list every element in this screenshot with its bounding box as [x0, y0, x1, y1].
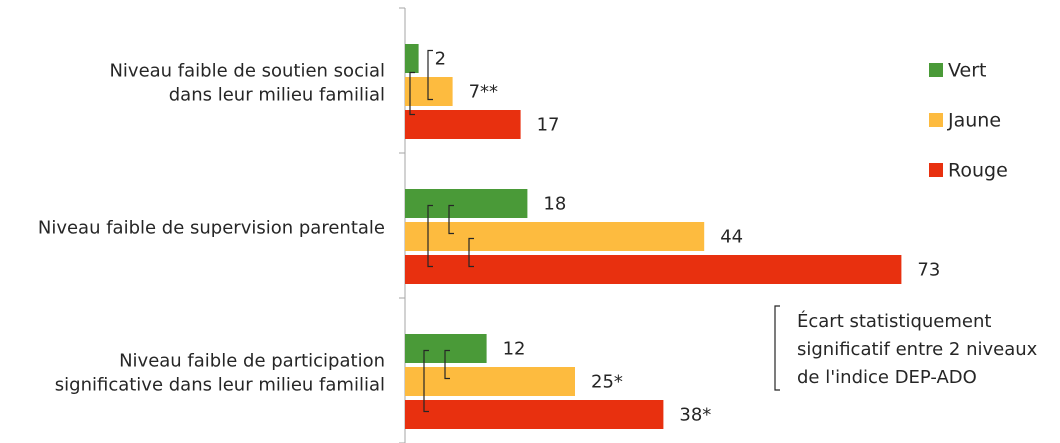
bar-vert — [405, 189, 528, 218]
bar-jaune — [405, 77, 453, 106]
bar-rouge — [405, 110, 521, 139]
legend-swatch-rouge — [929, 163, 943, 177]
data-label: 38* — [679, 405, 711, 426]
bracket-jaune-rouge — [468, 237, 474, 268]
category-labels: Niveau faible de soutien social dans leur… — [38, 61, 385, 396]
data-label: 17 — [537, 115, 560, 136]
data-label: 7** — [469, 82, 498, 103]
data-label: 73 — [917, 260, 940, 281]
bars — [405, 44, 902, 429]
legend-label-vert: Vert — [948, 60, 986, 82]
legend: Vert Jaune Rouge — [929, 60, 1008, 182]
data-label: 2 — [435, 49, 446, 70]
note-line: de l'indice DEP-ADO — [797, 367, 977, 388]
data-label: 12 — [503, 339, 526, 360]
category-axis — [399, 7, 406, 443]
bar-jaune — [405, 222, 705, 251]
data-label: 18 — [543, 194, 566, 215]
note-bracket-symbol — [774, 305, 780, 391]
category-label: Niveau faible de supervision parentale — [38, 218, 385, 239]
data-label: 44 — [720, 227, 743, 248]
bar-vert — [405, 44, 419, 73]
legend-swatch-jaune — [929, 113, 943, 127]
bracket-vert-jaune — [427, 49, 433, 101]
category-label: Niveau faible de soutien social — [109, 61, 385, 82]
bracket-vert-rouge — [427, 204, 433, 268]
significance-note: Écart statistiquement significatif entre … — [797, 310, 1038, 388]
bracket-vert-jaune — [444, 349, 450, 380]
value-labels: 2 18 12 7** 44 25* 17 73 38* — [435, 49, 941, 426]
legend-label-rouge: Rouge — [948, 160, 1008, 182]
bar-vert — [405, 334, 487, 363]
legend-swatch-vert — [929, 63, 943, 77]
category-label: significative dans leur milieu familial — [55, 375, 385, 396]
note-line: significatif entre 2 niveaux — [797, 339, 1038, 360]
bar-jaune — [405, 367, 575, 396]
data-label: 25* — [591, 372, 623, 393]
bracket-vert-rouge — [409, 71, 415, 116]
bracket-vert-rouge — [423, 349, 429, 413]
significance-brackets — [409, 49, 780, 413]
category-label: Niveau faible de participation — [119, 351, 385, 372]
bar-rouge — [405, 400, 664, 429]
note-line: Écart statistiquement — [797, 310, 991, 332]
category-label: dans leur milieu familial — [169, 85, 385, 106]
bracket-vert-jaune — [448, 204, 454, 235]
legend-label-jaune: Jaune — [947, 110, 1001, 132]
bar-rouge — [405, 255, 902, 284]
